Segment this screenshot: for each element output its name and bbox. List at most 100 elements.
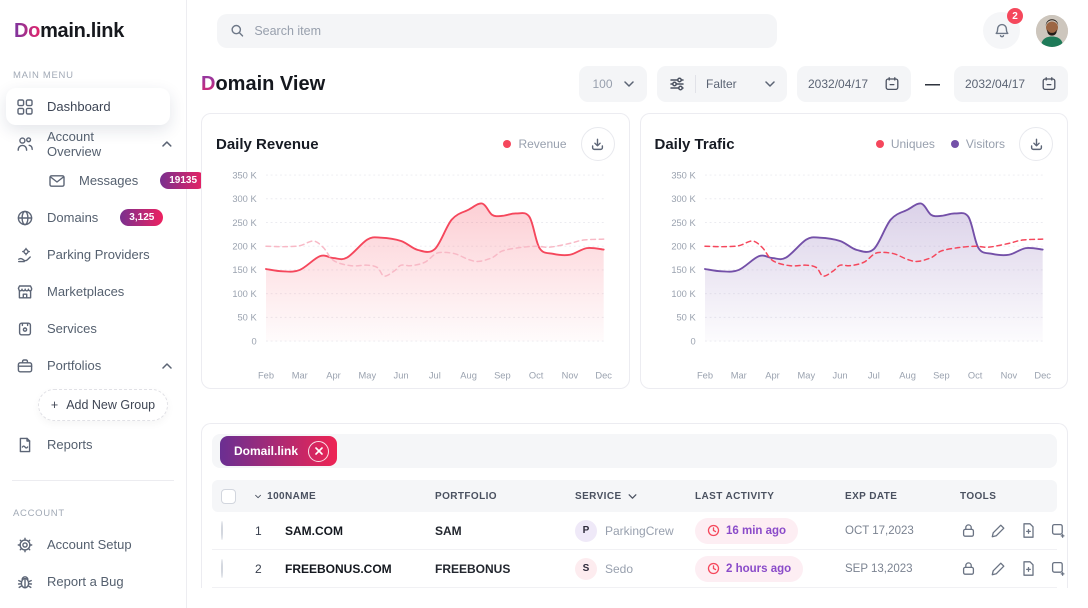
chevron-down-icon: [623, 81, 634, 87]
sidebar-item-portfolios[interactable]: Portfolios: [0, 347, 186, 384]
table-header-row: 100 NAME PORTFOLIO SERVICE LAST ACTIVITY…: [212, 480, 1057, 512]
sidebar-item-label: Portfolios: [47, 358, 102, 373]
sidebar-item-services[interactable]: Services: [0, 310, 186, 347]
column-exp-date[interactable]: EXP DATE: [845, 490, 898, 502]
svg-text:200 K: 200 K: [232, 241, 257, 251]
brand-logo-accent: Do: [14, 20, 41, 42]
svg-text:Feb: Feb: [696, 370, 712, 380]
bug-icon: [16, 573, 34, 591]
main-menu-label: MAIN MENU: [13, 70, 74, 81]
date-to-picker[interactable]: 2032/04/17: [954, 66, 1068, 102]
date-range-separator: —: [925, 75, 940, 93]
svg-text:250 K: 250 K: [671, 218, 696, 228]
clock-icon: [707, 524, 720, 537]
sidebar-item-messages[interactable]: Messages 19135: [0, 162, 207, 199]
sidebar-item-label: Marketplaces: [47, 284, 125, 299]
exp-date: OCT 17,2023: [845, 524, 914, 537]
filter-chip-label: Domail.link: [234, 444, 299, 458]
table-row: 2 FREEBONUS.COM FREEBONUS S Sedo 2 hours…: [212, 550, 1065, 588]
edit-icon[interactable]: [990, 522, 1007, 539]
bell-icon: [995, 23, 1008, 37]
column-portfolio[interactable]: PORTFOLIO: [435, 490, 497, 502]
date-to-value: 2032/04/17: [965, 77, 1026, 91]
svg-text:Mar: Mar: [730, 370, 746, 380]
svg-text:250 K: 250 K: [232, 218, 257, 228]
sidebar-item-report-a-bug[interactable]: Report a Bug: [0, 563, 186, 600]
svg-text:50 K: 50 K: [238, 313, 258, 323]
sidebar-item-domains[interactable]: Domains 3,125: [0, 199, 186, 236]
sidebar-item-label: Messages: [79, 173, 139, 188]
daily-revenue-chart: 350 K 300 K 250 K 200 K 150 K 100 K 50 K 0 Feb Ma…: [232, 170, 612, 380]
date-from-picker[interactable]: 2032/04/17: [797, 66, 911, 102]
svg-text:50 K: 50 K: [676, 313, 696, 323]
download-chart-button[interactable]: [580, 127, 615, 161]
export-note-icon[interactable]: [1050, 522, 1067, 539]
sidebar-item-account-overview[interactable]: Account Overview: [0, 125, 186, 162]
edit-icon[interactable]: [990, 560, 1007, 577]
briefcase-icon: [16, 357, 34, 375]
add-new-group-button[interactable]: + Add New Group: [38, 389, 168, 421]
domains-table-card: Domail.link 100 NAME PORTFOLIO SERVICE: [201, 423, 1068, 588]
download-chart-button[interactable]: [1019, 127, 1053, 161]
domain-name[interactable]: SAM.COM: [285, 523, 343, 538]
chevron-up-icon: [162, 362, 172, 369]
sidebar-item-dashboard[interactable]: Dashboard: [6, 88, 170, 125]
row-number: 1: [255, 523, 262, 538]
svg-text:May: May: [797, 370, 815, 380]
last-activity-badge: 16 min ago: [695, 517, 799, 544]
clock-icon: [707, 562, 720, 575]
page-header: Domain View 100 Falter 2032/04/17 —: [201, 55, 1068, 113]
brand-logo: Domain.link: [0, 18, 186, 43]
column-name[interactable]: NAME: [285, 490, 317, 502]
file-add-icon[interactable]: [1020, 522, 1037, 539]
svg-text:150 K: 150 K: [232, 265, 257, 275]
svg-text:300 K: 300 K: [671, 194, 696, 204]
svg-text:Dec: Dec: [595, 370, 612, 380]
sidebar-item-label: Account Setup: [47, 537, 132, 552]
sidebar-item-marketplaces[interactable]: Marketplaces: [0, 273, 186, 310]
row-checkbox[interactable]: [221, 558, 223, 578]
sidebar-item-label: Domains: [47, 210, 99, 225]
svg-text:Mar: Mar: [292, 370, 308, 380]
export-note-icon[interactable]: [1050, 560, 1067, 577]
search-input[interactable]: [254, 23, 764, 38]
chart-title: Daily Revenue: [216, 135, 319, 153]
svg-text:Sep: Sep: [933, 370, 950, 380]
chevron-down-icon: [765, 81, 775, 87]
lock-icon[interactable]: [960, 560, 977, 577]
file-add-icon[interactable]: [1020, 560, 1037, 577]
column-count[interactable]: 100: [255, 491, 285, 502]
download-icon: [591, 138, 604, 150]
select-all-checkbox[interactable]: [221, 488, 236, 504]
column-last-activity[interactable]: LAST ACTIVITY: [695, 490, 775, 502]
chart-legend: Revenue: [503, 137, 567, 151]
sidebar-divider: [12, 480, 174, 481]
svg-text:Oct: Oct: [529, 370, 544, 380]
domains-count-badge: 3,125: [120, 209, 164, 226]
search-bar[interactable]: [217, 13, 777, 48]
column-service[interactable]: SERVICE: [575, 491, 695, 502]
filter-dropdown[interactable]: Falter: [657, 66, 787, 102]
svg-text:100 K: 100 K: [232, 289, 257, 299]
domain-name[interactable]: FREEBONUS.COM: [285, 561, 392, 576]
user-avatar[interactable]: [1036, 14, 1068, 47]
close-icon[interactable]: [308, 440, 330, 462]
per-page-select[interactable]: 100: [579, 66, 647, 102]
notifications-button[interactable]: 2: [983, 8, 1023, 49]
svg-text:Aug: Aug: [460, 370, 477, 380]
svg-text:Apr: Apr: [326, 370, 341, 380]
svg-text:0: 0: [251, 336, 256, 346]
envelope-icon: [48, 172, 66, 190]
svg-text:May: May: [359, 370, 377, 380]
row-checkbox[interactable]: [221, 520, 223, 540]
lock-icon[interactable]: [960, 522, 977, 539]
date-from-value: 2032/04/17: [808, 77, 869, 91]
svg-text:Oct: Oct: [967, 370, 982, 380]
notification-count-badge: 2: [1007, 8, 1023, 24]
legend-item-uniques: Uniques: [875, 137, 935, 151]
sidebar-item-account-setup[interactable]: Account Setup: [0, 526, 186, 563]
sidebar-item-reports[interactable]: Reports: [0, 426, 186, 463]
chart-legend: Uniques Visitors: [875, 137, 1005, 151]
filter-chip[interactable]: Domail.link: [220, 436, 338, 466]
sidebar-item-parking-providers[interactable]: Parking Providers: [0, 236, 186, 273]
